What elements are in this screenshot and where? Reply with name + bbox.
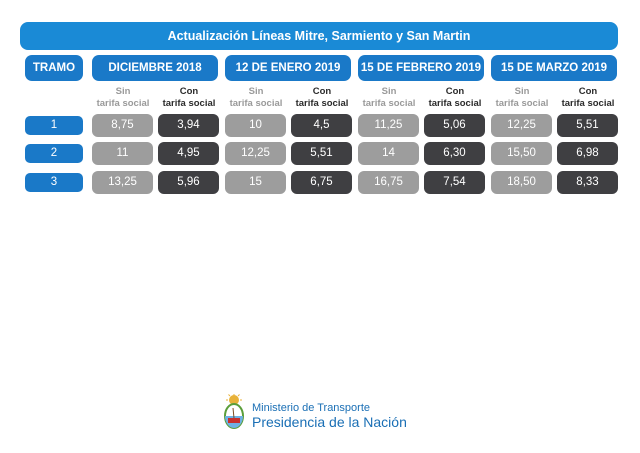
subheader-sin-tarifa-social: Sin tarifa social — [91, 86, 155, 110]
subheader-line-1: Sin — [248, 86, 264, 97]
fare-cell-sin-tarifa-social: 10 — [225, 114, 286, 137]
subheader-line-2: tarifa social — [495, 98, 549, 109]
fare-cell-con-tarifa-social: 4,95 — [158, 142, 219, 165]
national-coat-of-arms-icon — [224, 394, 244, 429]
subheader-line-1: Con — [312, 86, 332, 97]
fare-cell-sin-tarifa-social: 13,25 — [92, 171, 153, 194]
fare-cell-con-tarifa-social: 6,98 — [557, 142, 618, 165]
subheader-con-tarifa-social: Con tarifa social — [157, 86, 221, 110]
subheader-sin-tarifa-social: Sin tarifa social — [224, 86, 288, 110]
fare-cell-sin-tarifa-social: 16,75 — [358, 171, 419, 194]
subheader-sin-tarifa-social: Sin tarifa social — [490, 86, 554, 110]
period-header-feb-2019: 15 DE FEBRERO 2019 — [358, 55, 484, 81]
fare-cell-sin-tarifa-social: 12,25 — [491, 114, 552, 137]
fare-cell-sin-tarifa-social: 15,50 — [491, 142, 552, 165]
subheader-line-1: Con — [445, 86, 465, 97]
presidency-label: Presidencia de la Nación — [252, 414, 407, 430]
subheader-line-1: Sin — [514, 86, 530, 97]
subheader-line-2: tarifa social — [96, 98, 150, 109]
subheader-con-tarifa-social: Con tarifa social — [423, 86, 487, 110]
fare-cell-con-tarifa-social: 5,51 — [557, 114, 618, 137]
tramo-header: TRAMO — [25, 55, 83, 81]
fare-cell-sin-tarifa-social: 12,25 — [225, 142, 286, 165]
subheader-line-1: Con — [578, 86, 598, 97]
subheader-line-2: tarifa social — [229, 98, 283, 109]
fare-cell-sin-tarifa-social: 18,50 — [491, 171, 552, 194]
fare-cell-con-tarifa-social: 6,75 — [291, 171, 352, 194]
fare-cell-con-tarifa-social: 5,96 — [158, 171, 219, 194]
subheader-line-1: Sin — [381, 86, 397, 97]
fare-cell-con-tarifa-social: 4,5 — [291, 114, 352, 137]
tramo-label: 2 — [25, 144, 83, 163]
period-header-dec-2018: DICIEMBRE 2018 — [92, 55, 218, 81]
subheader-line-1: Con — [179, 86, 199, 97]
fare-cell-sin-tarifa-social: 15 — [225, 171, 286, 194]
fare-cell-sin-tarifa-social: 11,25 — [358, 114, 419, 137]
fare-cell-con-tarifa-social: 6,30 — [424, 142, 485, 165]
ministry-label: Ministerio de Transporte — [252, 402, 370, 414]
fare-cell-sin-tarifa-social: 8,75 — [92, 114, 153, 137]
subheader-line-2: tarifa social — [162, 98, 216, 109]
period-header-mar-2019: 15 DE MARZO 2019 — [491, 55, 617, 81]
fare-cell-sin-tarifa-social: 11 — [92, 142, 153, 165]
fare-cell-con-tarifa-social: 7,54 — [424, 171, 485, 194]
subheader-con-tarifa-social: Con tarifa social — [556, 86, 620, 110]
subheader-line-1: Sin — [115, 86, 131, 97]
subheader-line-2: tarifa social — [295, 98, 349, 109]
page-title: Actualización Líneas Mitre, Sarmiento y … — [20, 22, 618, 50]
subheader-sin-tarifa-social: Sin tarifa social — [357, 86, 421, 110]
fare-cell-con-tarifa-social: 3,94 — [158, 114, 219, 137]
subheader-line-2: tarifa social — [428, 98, 482, 109]
tramo-label: 3 — [25, 173, 83, 192]
fare-cell-sin-tarifa-social: 14 — [358, 142, 419, 165]
subheader-con-tarifa-social: Con tarifa social — [290, 86, 354, 110]
fare-cell-con-tarifa-social: 8,33 — [557, 171, 618, 194]
fare-cell-con-tarifa-social: 5,06 — [424, 114, 485, 137]
subheader-line-2: tarifa social — [362, 98, 416, 109]
tramo-label: 1 — [25, 116, 83, 135]
period-header-jan-2019: 12 DE ENERO 2019 — [225, 55, 351, 81]
subheader-line-2: tarifa social — [561, 98, 615, 109]
fare-cell-con-tarifa-social: 5,51 — [291, 142, 352, 165]
